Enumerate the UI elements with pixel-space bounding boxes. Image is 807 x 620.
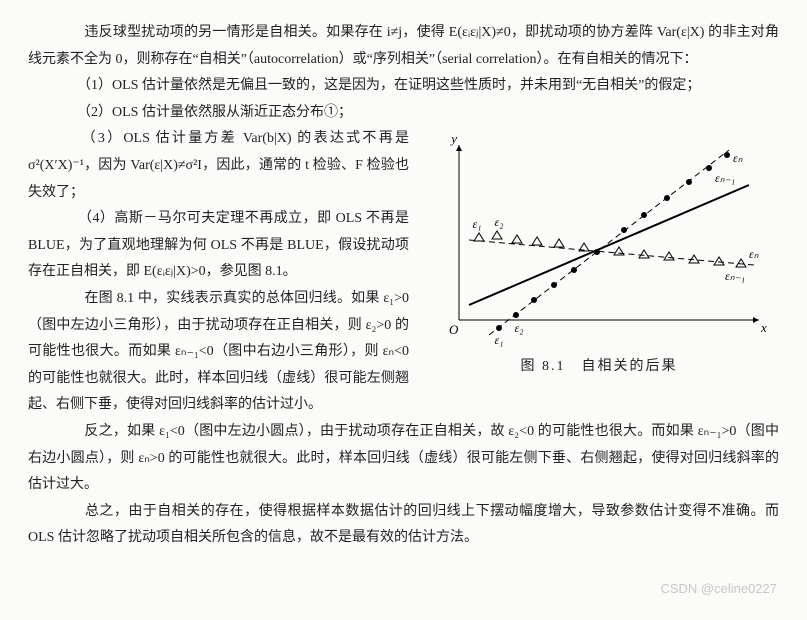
para-conclusion: 总之，由于自相关的存在，使得根据样本数据估计的回归线上下摆动幅度增大，导致参数估… (28, 499, 779, 552)
page-content: 违反球型扰动项的另一情形是自相关。如果存在 i≠j，使得 E(εᵢεⱼ|X)≠0… (28, 20, 779, 552)
para-item-2: （2）OLS 估计量依然服从渐近正态分布①； (28, 100, 779, 127)
svg-text:ε₂: ε₂ (515, 321, 524, 335)
watermark: CSDN @celine0227 (660, 577, 777, 602)
svg-text:O: O (449, 322, 459, 337)
svg-text:εₙ₋₁: εₙ₋₁ (725, 269, 745, 283)
figure-8-1: x y Oε₁ ε₂ εₙ₋₁ εₙ ε₁ ε₂ εₙ₋₁ εₙ 图 8.1 自相关的后果 (419, 130, 779, 381)
svg-text:ε₁: ε₁ (495, 333, 504, 347)
svg-text:εₙ₋₁: εₙ₋₁ (715, 171, 735, 185)
para-item-1: （1）OLS 估计量依然是无偏且一致的，这是因为，在证明这些性质时，并未用到“无… (28, 73, 779, 100)
para-intro: 违反球型扰动项的另一情形是自相关。如果存在 i≠j，使得 E(εᵢεⱼ|X)≠0… (28, 20, 779, 73)
svg-text:y: y (449, 131, 457, 146)
svg-text:εₙ: εₙ (749, 247, 759, 261)
svg-text:ε₂: ε₂ (495, 215, 504, 229)
svg-text:εₙ: εₙ (733, 151, 743, 165)
svg-text:x: x (760, 320, 767, 335)
figure-svg: x y Oε₁ ε₂ εₙ₋₁ εₙ ε₁ ε₂ εₙ₋₁ εₙ (419, 130, 769, 350)
svg-text:ε₁: ε₁ (473, 217, 482, 231)
para-fig-explain-2: 反之，如果 ε₁<0（图中左边小圆点），由于扰动项存在正自相关，故 ε₂<0 的… (28, 419, 779, 499)
figure-caption: 图 8.1 自相关的后果 (419, 354, 779, 381)
